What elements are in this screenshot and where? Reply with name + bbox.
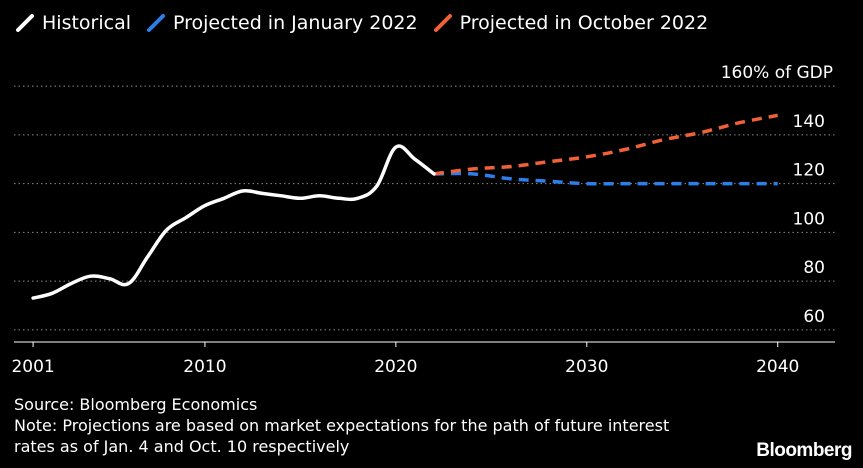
series-line-projected-january <box>433 171 778 186</box>
x-axis <box>14 341 835 347</box>
x-tick-label: 2030 <box>565 357 608 377</box>
y-tick-label: 140 <box>793 112 825 132</box>
y-tick-label: 80 <box>803 258 825 278</box>
source-note: Source: Bloomberg Economics <box>14 395 258 414</box>
legend-label-projected-january: Projected in January 2022 <box>173 12 418 34</box>
y-unit-label: 160% of GDP <box>721 63 833 83</box>
legend-item-projected-october: Projected in October 2022 <box>432 12 709 34</box>
legend-label-projected-october: Projected in October 2022 <box>459 12 709 34</box>
series-line-projected-october <box>433 113 779 176</box>
legend-swatch-historical <box>16 14 34 32</box>
line-chart: 2001 2010 2020 2030 2040 60 80 100 120 140 160% of… <box>11 63 835 377</box>
y-tick-label: 60 <box>803 307 825 327</box>
legend-item-projected-january: Projected in January 2022 <box>145 12 418 34</box>
projection-note-line-1: Note: Projections are based on market ex… <box>14 416 670 435</box>
x-tick-label: 2040 <box>756 357 799 377</box>
y-tick-label: 100 <box>793 209 825 229</box>
legend: Historical Projected in January 2022 Pro… <box>14 12 722 34</box>
projection-note-line-2: rates as of Jan. 4 and Oct. 10 respectiv… <box>14 437 350 456</box>
legend-label-historical: Historical <box>42 12 131 34</box>
x-tick-label: 2001 <box>11 357 54 377</box>
bloomberg-logo: Bloomberg <box>756 440 852 461</box>
series-layer <box>31 113 779 300</box>
series-line-historical <box>31 144 436 300</box>
x-tick-label: 2020 <box>374 357 417 377</box>
x-tick-label: 2010 <box>183 357 226 377</box>
tick-labels: 2001 2010 2020 2030 2040 60 80 100 120 140 160% of… <box>11 63 833 377</box>
y-tick-label: 120 <box>793 161 825 181</box>
legend-item-historical: Historical <box>14 12 131 34</box>
gridlines <box>14 85 835 331</box>
chart-footer: Source: Bloomberg Economics Note: Projec… <box>14 394 669 457</box>
legend-swatch-projected-january <box>147 14 165 32</box>
legend-swatch-projected-october <box>433 14 452 32</box>
